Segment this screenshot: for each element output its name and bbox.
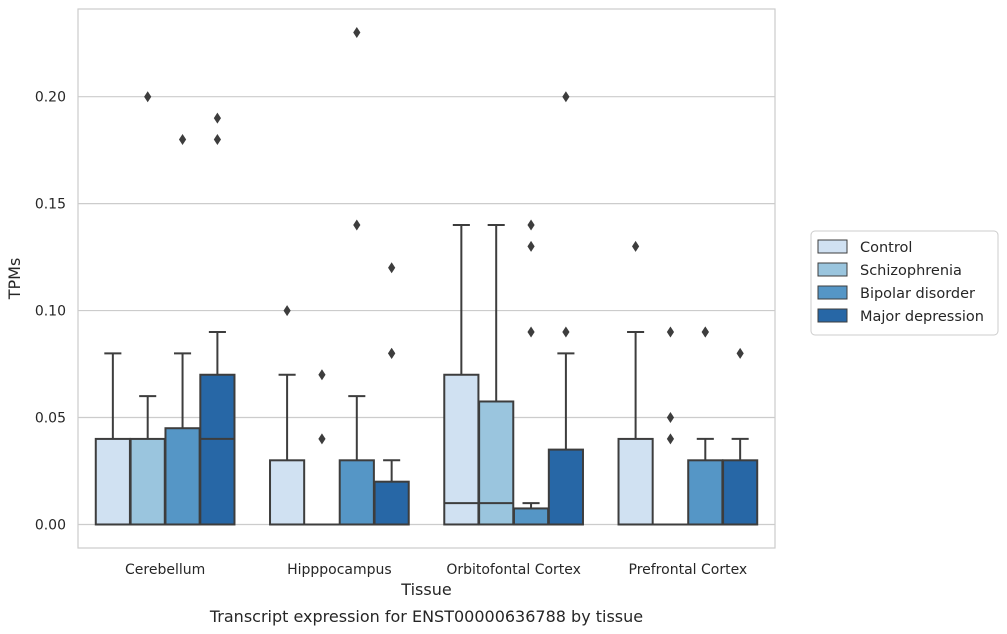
legend-label: Bipolar disorder <box>860 286 975 302</box>
outlier-point <box>666 433 675 445</box>
box-3-0 <box>199 112 236 526</box>
box-body <box>269 459 306 526</box>
x-tick-label: Prefrontal Cortex <box>629 562 748 578</box>
legend-item: Schizophrenia <box>817 262 962 279</box>
outlier-point <box>666 412 675 424</box>
box-0-2 <box>443 224 480 526</box>
box-0-0 <box>94 352 131 526</box>
x-axis-ticks: Cerebellum Hipppocampus Orbitofontal Corte… <box>125 562 747 578</box>
outlier-point <box>388 262 396 274</box>
box-0-1 <box>269 305 306 526</box>
box-body <box>199 373 236 526</box>
box-body <box>129 437 166 526</box>
y-tick-label: 0.05 <box>35 411 66 427</box>
plot-area-frame <box>77 8 776 549</box>
x-tick-label: Cerebellum <box>125 562 205 578</box>
box-3-1 <box>373 262 410 526</box>
outlier-point <box>562 326 570 338</box>
legend-item: Major depression <box>817 308 984 325</box>
outlier-point <box>178 133 187 145</box>
box-1-1 <box>304 369 340 526</box>
outlier-point <box>701 326 709 338</box>
outlier-point <box>562 91 570 103</box>
chart-caption: Transcript expression for ENST0000063678… <box>209 607 643 626</box>
x-tick-label: Orbitofontal Cortex <box>446 562 581 578</box>
legend-item: Control <box>817 239 912 256</box>
boxes <box>94 27 759 526</box>
outlier-point <box>666 326 675 338</box>
box-2-0 <box>164 133 201 526</box>
box-1-0 <box>129 91 166 526</box>
outlier-point <box>736 347 744 359</box>
outlier-point <box>213 133 221 145</box>
x-tick-label: Hipppocampus <box>287 562 392 578</box>
legend-frame <box>810 230 999 336</box>
legend-swatch <box>817 239 848 254</box>
y-axis-ticks: 0.00 0.05 0.10 0.15 0.20 <box>35 90 66 534</box>
box-body <box>94 437 131 526</box>
legend-label: Control <box>860 240 912 256</box>
legend: Control Schizophrenia Bipolar disorder Majo… <box>810 230 999 336</box>
outlier-point <box>527 326 535 338</box>
y-axis-label: TPMs <box>5 258 24 301</box>
legend-swatch <box>817 308 848 323</box>
box-2-1 <box>338 27 375 526</box>
box-1-3 <box>653 326 688 526</box>
outlier-point <box>213 112 221 124</box>
box-body <box>687 459 724 526</box>
outlier-point <box>388 347 396 359</box>
box-body <box>373 480 410 526</box>
box-body <box>164 427 201 526</box>
box-body <box>547 448 584 526</box>
box-1-2 <box>478 224 515 526</box>
box-body <box>478 400 515 526</box>
outlier-point <box>283 305 291 317</box>
box-3-2 <box>547 91 584 526</box>
box-body <box>443 373 480 526</box>
outlier-point <box>353 219 361 231</box>
box-body <box>338 459 375 526</box>
y-tick-label: 0.15 <box>35 197 66 213</box>
outlier-point <box>318 369 326 381</box>
outlier-point <box>527 240 535 252</box>
x-axis-label: Tissue <box>400 580 451 599</box>
legend-swatch <box>817 262 848 277</box>
legend-label: Major depression <box>860 309 984 325</box>
y-tick-label: 0.00 <box>35 517 66 533</box>
box-2-3 <box>687 326 724 526</box>
box-body <box>722 459 759 526</box>
y-tick-label: 0.20 <box>35 90 66 106</box>
legend-swatch <box>817 285 848 300</box>
box-0-3 <box>617 240 654 526</box>
outlier-point <box>353 27 361 39</box>
outlier-point <box>318 433 326 445</box>
box-3-3 <box>722 347 759 526</box>
outlier-point <box>527 219 535 231</box>
box-body <box>512 507 550 526</box>
legend-label: Schizophrenia <box>860 263 962 279</box>
box-2-2 <box>512 219 550 526</box>
y-tick-label: 0.10 <box>35 304 66 320</box>
outlier-point <box>632 240 640 252</box>
box-body <box>617 437 654 526</box>
outlier-point <box>144 91 152 103</box>
legend-item: Bipolar disorder <box>817 285 975 302</box>
